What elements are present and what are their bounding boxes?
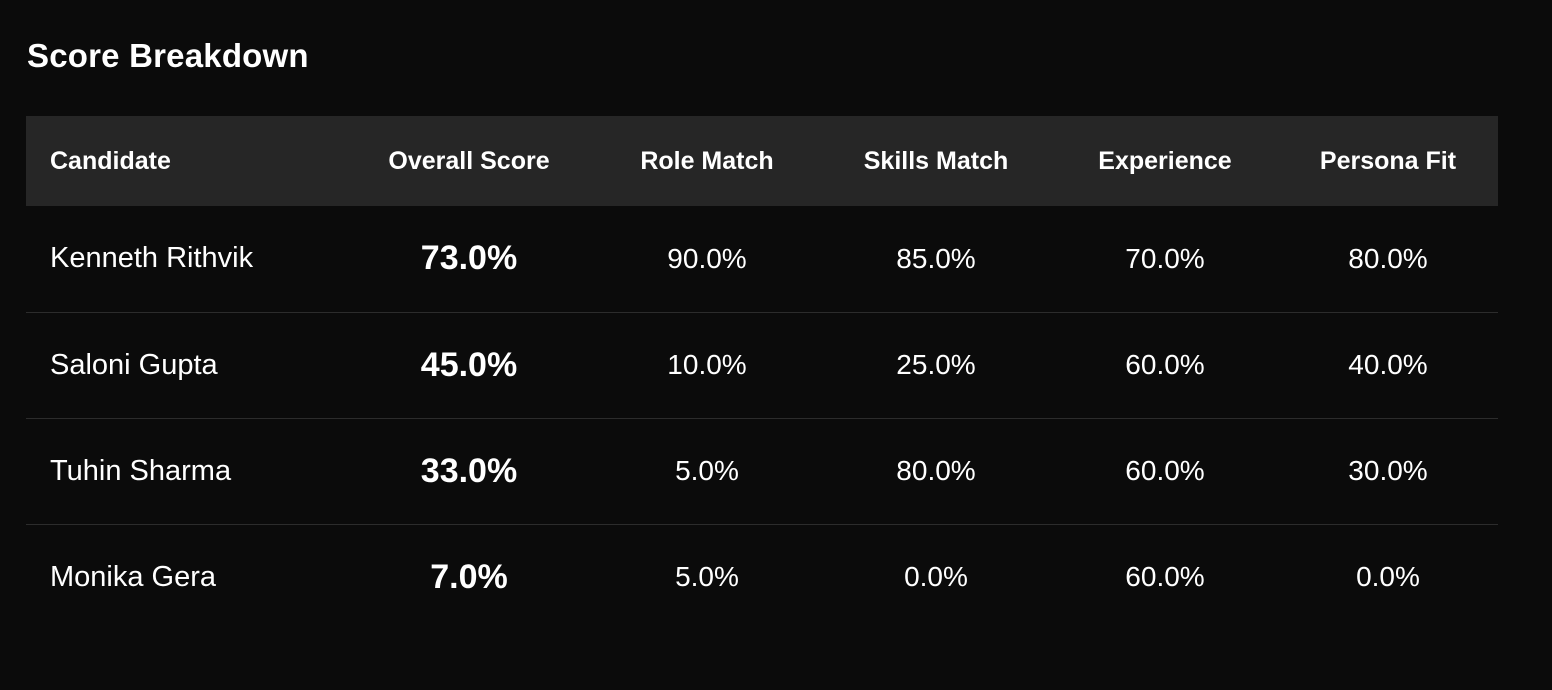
score-table: Candidate Overall Score Role Match Skill… (26, 116, 1498, 630)
role-match: 5.0% (675, 455, 739, 486)
candidate-name: Kenneth Rithvik (50, 242, 254, 275)
persona-fit: 0.0% (1356, 561, 1420, 593)
table-row: Tuhin Sharma 33.0% 5.0% 80.0% 60.0% 30.0… (26, 418, 1498, 524)
skills-match: 0.0% (904, 561, 968, 593)
table-row: Kenneth Rithvik 73.0% 90.0% 85.0% 70.0% … (26, 206, 1498, 312)
skills-match: 80.0% (896, 455, 976, 486)
role-match: 90.0% (667, 242, 747, 274)
overall-score: 33.0% (420, 451, 518, 490)
persona-fit: 30.0% (1348, 455, 1428, 486)
table-row: Saloni Gupta 45.0% 10.0% 25.0% 60.0% 40.… (26, 312, 1498, 418)
skills-match: 85.0% (896, 242, 976, 274)
header-role-match: Role Match (640, 146, 774, 175)
overall-score: 45.0% (420, 345, 518, 384)
experience: 60.0% (1125, 561, 1205, 593)
table-header-row: Candidate Overall Score Role Match Skill… (26, 116, 1498, 206)
experience: 60.0% (1125, 455, 1205, 486)
experience: 60.0% (1125, 349, 1205, 380)
role-match: 10.0% (667, 349, 747, 380)
candidate-name: Monika Gera (50, 560, 217, 593)
header-experience: Experience (1098, 146, 1232, 175)
skills-match: 25.0% (896, 349, 976, 380)
candidate-name: Tuhin Sharma (50, 454, 232, 487)
persona-fit: 80.0% (1348, 242, 1428, 274)
header-overall-score: Overall Score (388, 146, 550, 175)
header-candidate: Candidate (50, 146, 171, 175)
table-row: Monika Gera 7.0% 5.0% 0.0% 60.0% 0.0% (26, 524, 1498, 630)
page-title: Score Breakdown (27, 37, 309, 74)
header-skills-match: Skills Match (863, 146, 1009, 175)
candidate-name: Saloni Gupta (50, 348, 218, 381)
header-persona-fit: Persona Fit (1319, 146, 1457, 175)
role-match: 5.0% (675, 561, 739, 593)
overall-score: 73.0% (420, 239, 518, 278)
overall-score: 7.0% (430, 557, 508, 596)
persona-fit: 40.0% (1348, 349, 1428, 380)
experience: 70.0% (1125, 242, 1205, 274)
